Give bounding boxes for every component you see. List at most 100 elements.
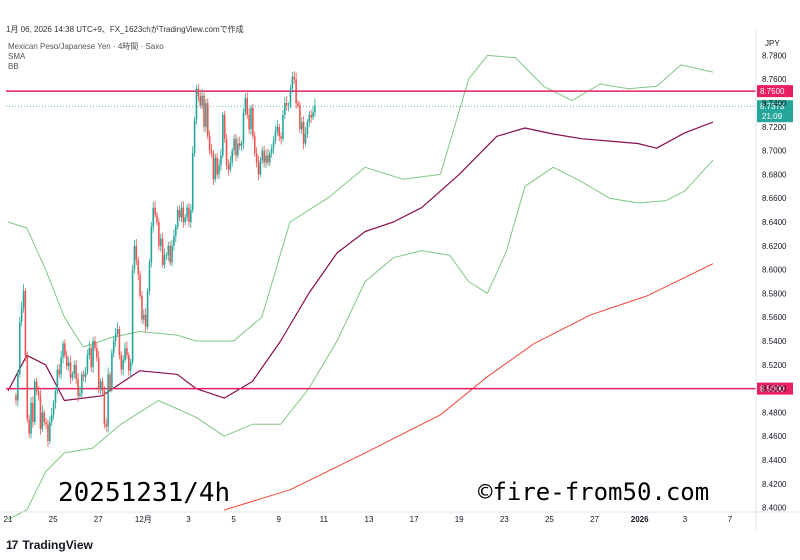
x-tick-label: 25	[545, 515, 554, 524]
candle-body	[64, 343, 66, 356]
candle-body	[253, 136, 256, 153]
candle-body	[250, 107, 252, 130]
candle-body	[94, 341, 96, 349]
candle-body	[79, 393, 81, 396]
candle-body	[47, 424, 49, 441]
candle-body	[82, 374, 85, 377]
candle-body	[75, 364, 77, 380]
candle-body	[265, 155, 267, 163]
candle-body	[225, 138, 228, 165]
bb-lower-band	[7, 159, 714, 520]
candle-body	[186, 207, 188, 218]
candle-body	[43, 412, 45, 422]
candle-body	[231, 150, 233, 163]
candle-body	[223, 114, 226, 139]
candle-body	[107, 374, 109, 427]
candle-body	[242, 112, 245, 144]
candle-body	[103, 391, 106, 425]
candle-body	[41, 412, 44, 430]
candle-body	[30, 402, 32, 434]
candle-body	[159, 238, 162, 246]
candle-body	[120, 355, 123, 370]
candle-body	[62, 343, 64, 358]
sma-long-line	[224, 263, 714, 511]
candle-body	[238, 143, 241, 146]
candle-body	[267, 155, 269, 163]
candle-body	[32, 402, 34, 422]
candle-body	[161, 238, 164, 265]
y-tick-label: 8.7000	[762, 147, 787, 156]
tradingview-footer[interactable]: 17 TradingView	[6, 536, 93, 554]
candle-body	[22, 291, 25, 308]
y-tick-label: 8.4600	[762, 432, 787, 441]
candle-body	[293, 76, 296, 80]
candle-body	[65, 355, 68, 367]
candle-body	[131, 269, 134, 363]
x-tick-label: 19	[455, 515, 464, 524]
candle-body	[50, 414, 53, 422]
candle-body	[171, 245, 173, 263]
candle-body	[158, 222, 160, 246]
y-tick-label: 8.7600	[762, 75, 787, 84]
candle-body	[116, 329, 119, 334]
candle-body	[24, 291, 27, 356]
watermark-overlay: ©fire-from50.com	[478, 478, 710, 506]
y-tick-label: 8.5400	[762, 337, 787, 346]
candle-body	[272, 141, 275, 149]
candle-body	[77, 379, 79, 396]
candle-body	[71, 374, 74, 378]
candle-body	[269, 153, 271, 163]
candle-body	[169, 245, 171, 263]
x-tick-label: 17	[410, 515, 419, 524]
candle-body	[195, 88, 198, 120]
candle-body	[109, 374, 111, 389]
x-tick-label: 27	[94, 515, 103, 524]
candle-body	[81, 374, 83, 394]
candle-body	[306, 122, 309, 134]
candle-body	[270, 148, 273, 153]
candle-body	[297, 103, 299, 106]
x-tick-label: 7	[728, 515, 733, 524]
candle-body	[73, 364, 76, 375]
candle-body	[229, 162, 232, 170]
candle-body	[235, 138, 237, 156]
x-tick-label: 2026	[631, 515, 649, 524]
candle-body	[218, 164, 220, 175]
candle-body	[222, 114, 224, 156]
candle-body	[99, 381, 102, 389]
x-tick-label: 9	[276, 515, 281, 524]
candle-body	[167, 245, 170, 256]
candle-body	[240, 143, 243, 146]
candle-body	[148, 262, 151, 292]
bollinger-bands	[7, 54, 714, 520]
chart-header-title: 1月 06, 2026 14:38 UTC+9、FX_1623chがTradin…	[6, 25, 244, 34]
candle-body	[178, 210, 181, 218]
candle-body	[199, 95, 202, 106]
candle-body	[128, 355, 130, 371]
candle-body	[176, 210, 179, 227]
y-tick-label: 8.7400	[762, 99, 787, 108]
horizontal-line-price-label: 8.5000	[760, 385, 785, 394]
candle-body	[49, 421, 51, 441]
candle-body	[205, 103, 207, 127]
x-tick-label: 5	[231, 515, 236, 524]
candle-body	[193, 119, 196, 153]
candle-body	[143, 314, 145, 320]
candle-body	[67, 362, 70, 367]
candle-body	[184, 217, 186, 223]
horizontal-line-price-box	[757, 85, 793, 98]
candle-body	[285, 103, 288, 106]
candle-body	[233, 138, 235, 151]
bb-upper-band	[7, 54, 714, 348]
y-tick-label: 8.7200	[762, 123, 787, 132]
y-tick-label: 8.7800	[762, 51, 787, 60]
candle-body	[97, 357, 100, 389]
candle-body	[252, 107, 254, 137]
candle-body	[212, 153, 215, 180]
candle-body	[86, 355, 89, 372]
candle-body	[154, 207, 156, 215]
candle-body	[302, 122, 305, 144]
candle-body	[84, 371, 87, 377]
